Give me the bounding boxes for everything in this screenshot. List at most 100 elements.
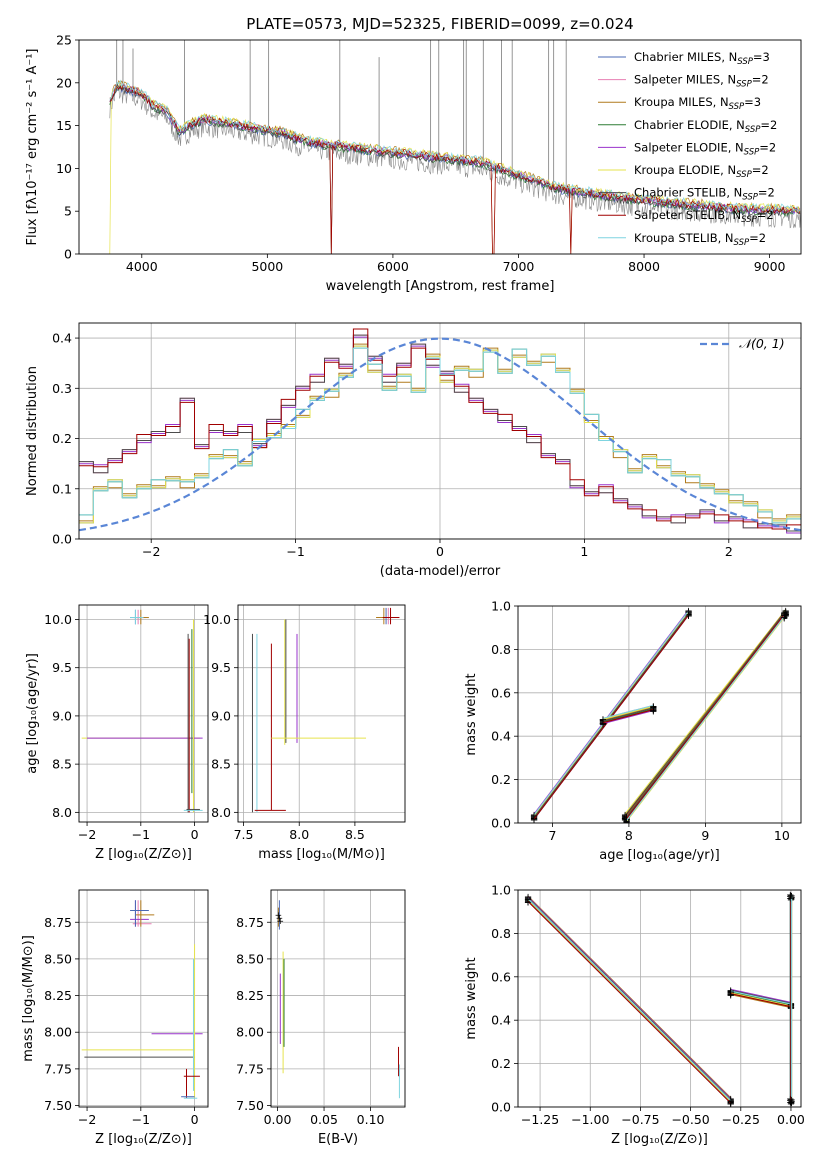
weight-segment bbox=[527, 900, 732, 1104]
weight-segment bbox=[602, 706, 654, 721]
y-tick-label: 0.2 bbox=[52, 431, 72, 446]
data-layer bbox=[79, 328, 801, 534]
weight-segment bbox=[527, 895, 732, 1099]
y-tick-label: 1.0 bbox=[491, 599, 511, 614]
weight-segment bbox=[527, 896, 732, 1100]
legend-value: =2 bbox=[749, 231, 766, 245]
weight-marker: + bbox=[599, 719, 607, 730]
y-tick-label: 10.0 bbox=[44, 612, 72, 627]
x-tick-label: −1.25 bbox=[521, 1112, 559, 1127]
weight-segment bbox=[533, 610, 690, 816]
weight-marker: + bbox=[727, 989, 735, 1000]
weight-marker: + bbox=[727, 988, 735, 999]
y-tick-label: 0.0 bbox=[491, 1100, 511, 1115]
legend-subscript: SSP bbox=[744, 147, 760, 157]
x-tick-label: 0.10 bbox=[357, 1112, 385, 1127]
weight-segment bbox=[624, 609, 787, 815]
weight-segment bbox=[602, 710, 654, 725]
y-tick-label: 0.4 bbox=[491, 1013, 511, 1028]
weight-marker: + bbox=[599, 714, 607, 725]
value-marker: + bbox=[275, 911, 283, 921]
y-tick-label: 0.4 bbox=[52, 331, 72, 346]
x-tick-label: 9 bbox=[701, 828, 709, 843]
legend-value: =2 bbox=[758, 186, 775, 200]
legend-subscript: SSP bbox=[736, 80, 752, 90]
x-tick-label: 0.00 bbox=[264, 1112, 292, 1127]
plot-area: ++++++++++++++++++++++++++++++++++++++++… bbox=[518, 606, 801, 827]
weight-marker: + bbox=[727, 990, 735, 1001]
plot-area bbox=[79, 890, 208, 1107]
weight-segment bbox=[730, 993, 792, 1008]
weight-marker: + bbox=[727, 1099, 735, 1110]
x-tick-label: −2 bbox=[78, 827, 96, 842]
weight-segment bbox=[626, 616, 785, 822]
weight-marker: + bbox=[780, 612, 788, 623]
weight-segment bbox=[730, 989, 792, 1004]
weight-segment bbox=[730, 992, 792, 1007]
weight-marker: + bbox=[727, 987, 735, 998]
legend-subscript: SSP bbox=[742, 193, 758, 203]
weight-marker: + bbox=[649, 704, 657, 715]
weight-marker: + bbox=[649, 706, 657, 717]
x-tick-label: 10 bbox=[774, 828, 790, 843]
x-tick-label: 6000 bbox=[377, 259, 409, 274]
x-tick-label: 0 bbox=[191, 1112, 199, 1127]
y-tick-label: 7.50 bbox=[44, 1098, 72, 1113]
weight-marker: + bbox=[727, 1096, 735, 1107]
x-tick-label: 0.05 bbox=[310, 1112, 338, 1127]
x-axis-label: E(B-V) bbox=[318, 1132, 358, 1147]
grid bbox=[238, 605, 405, 822]
weight-segment bbox=[626, 613, 785, 819]
weight-marker: + bbox=[780, 611, 788, 622]
weight-marker: + bbox=[622, 815, 630, 826]
axes-frame bbox=[517, 889, 802, 1108]
spectrum-panel: 4000 5000 6000 7000 8000 9000 0 5 10 15 20 25 wavele… bbox=[25, 33, 802, 294]
x-tick-label: 8.5 bbox=[345, 827, 365, 842]
legend-value: =3 bbox=[744, 95, 761, 109]
weight-segment bbox=[602, 707, 654, 722]
legend-label: Chabrier STELIB, NSSP=2 bbox=[634, 186, 775, 203]
weight-marker: + bbox=[622, 816, 630, 827]
y-axis-label: age [log₁₀(age/yr)] bbox=[25, 653, 40, 774]
weight-marker: + bbox=[684, 609, 692, 620]
y-tick-label: 8.5 bbox=[52, 757, 72, 772]
figure-title: PLATE=0573, MJD=52325, FIBERID=0099, z=0… bbox=[246, 15, 633, 33]
y-tick-label: 15 bbox=[56, 118, 72, 133]
x-tick-label: −2 bbox=[142, 544, 160, 559]
weight-marker: + bbox=[530, 815, 538, 826]
x-tick-label: 9000 bbox=[754, 259, 786, 274]
x-axis-label: Z [log₁₀(Z/Z⊙)] bbox=[611, 1132, 708, 1147]
data-layer: ++++++++++++++++++++++++++++++++++++++++… bbox=[530, 606, 790, 827]
weight-marker: + bbox=[649, 705, 657, 716]
weight-segment bbox=[533, 613, 690, 818]
value-marker: + bbox=[276, 914, 284, 924]
y-axis-label: mass [log₁₀(M/M⊙)] bbox=[21, 935, 36, 1062]
weight-marker: + bbox=[599, 719, 607, 730]
y-tick-label: 10.0 bbox=[203, 612, 231, 627]
x-tick-label: −0.75 bbox=[621, 1112, 659, 1127]
legend-value: =2 bbox=[752, 163, 769, 177]
weight-segment bbox=[730, 991, 792, 1006]
age-vs-metallicity-panel: −2 −1 0 8.0 8.5 9.0 9.5 10.0 Z [log₁₀(Z/Z⊙)] age … bbox=[25, 604, 209, 862]
weight-marker: + bbox=[782, 611, 790, 622]
y-tick-label: 8.00 bbox=[44, 1025, 72, 1040]
weight-marker: + bbox=[622, 816, 630, 827]
weight-marker: + bbox=[787, 1099, 795, 1110]
y-tick-label: 7.75 bbox=[44, 1061, 72, 1076]
y-tick-label: 5 bbox=[64, 204, 72, 219]
legend-value: =2 bbox=[757, 208, 774, 222]
legend-label: Chabrier MILES, NSSP=3 bbox=[634, 50, 770, 67]
weight-marker: + bbox=[599, 720, 607, 731]
x-tick-label: 7000 bbox=[503, 259, 535, 274]
y-tick-label: 9.0 bbox=[211, 708, 231, 723]
x-axis-label: Z [log₁₀(Z/Z⊙)] bbox=[95, 1132, 192, 1147]
plot-area bbox=[238, 605, 405, 822]
data-layer bbox=[251, 607, 400, 813]
weight-marker: + bbox=[684, 611, 692, 622]
weight-marker: + bbox=[684, 607, 692, 618]
y-tick-label: 8.0 bbox=[211, 805, 231, 820]
plot-area bbox=[79, 605, 208, 822]
data-layer bbox=[81, 900, 203, 1099]
data-layer: ++++++++++++++++++++++++++++++++++++++++… bbox=[524, 890, 796, 1110]
